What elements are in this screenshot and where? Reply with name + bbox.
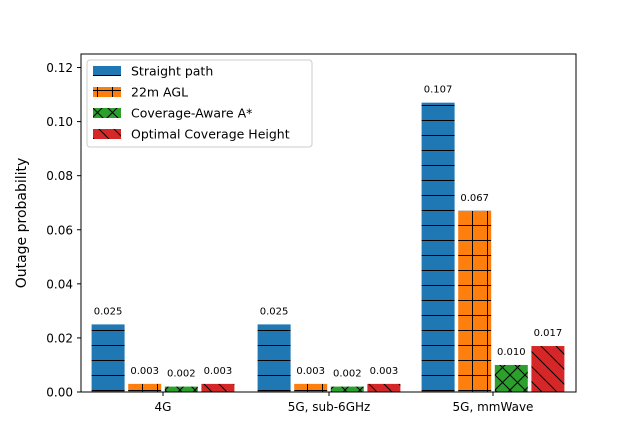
bar-optimal-coverage-height-5g-sub-6ghz: [367, 383, 401, 392]
bar-straight-path-4g: [91, 324, 125, 392]
data-label: 0.003: [296, 366, 325, 377]
legend-label: Straight path: [131, 64, 213, 79]
legend-box: [86, 59, 313, 148]
data-label: 0.002: [167, 369, 196, 380]
data-label: 0.025: [94, 306, 123, 317]
legend-swatch: [93, 129, 121, 139]
legend-label: Optimal Coverage Height: [131, 127, 290, 142]
legend-swatch: [93, 87, 121, 97]
legend-label: 22m AGL: [131, 85, 188, 100]
data-label: 0.010: [497, 347, 526, 358]
data-label: 0.025: [260, 306, 289, 317]
bar-22m-agl-5g-mmwave: [458, 210, 492, 392]
y-tick-label: 0.12: [46, 61, 73, 75]
x-tick-label: 5G, mmWave: [453, 400, 534, 414]
data-labels-layer: 0.025 0.003 0.002 0.003 0.025 0.003 0.002 0.003…: [94, 85, 562, 380]
data-label: 0.002: [333, 369, 362, 380]
y-tick-label: 0.02: [46, 331, 73, 345]
bar-coverage-aware-a--4g: [164, 386, 198, 392]
y-tick-label: 0.04: [46, 277, 73, 291]
y-tick-label: 0.06: [46, 223, 73, 237]
data-label: 0.003: [130, 366, 159, 377]
bars-layer: [91, 102, 565, 392]
bar-straight-path-5g-sub-6ghz: [257, 324, 291, 392]
legend-swatch: [93, 66, 121, 76]
y-axis-title: Outage probability: [14, 158, 30, 289]
bar-22m-agl-5g-sub-6ghz: [294, 383, 328, 392]
x-axis: 4G 5G, sub-6GHz 5G, mmWave: [155, 392, 534, 414]
data-label: 0.003: [370, 366, 399, 377]
x-tick-label: 4G: [155, 400, 172, 414]
bar-optimal-coverage-height-4g: [201, 383, 235, 392]
data-label: 0.003: [204, 366, 233, 377]
bar-optimal-coverage-height-5g-mmwave: [531, 346, 565, 392]
y-tick-label: 0.08: [46, 169, 73, 183]
legend-swatch: [93, 108, 121, 118]
bar-coverage-aware-a--5g-mmwave: [494, 364, 528, 392]
y-axis: 0.00 0.02 0.04 0.06 0.08 0.10 0.12: [46, 61, 81, 400]
x-tick-label: 5G, sub-6GHz: [288, 400, 371, 414]
data-label: 0.017: [534, 328, 563, 339]
y-tick-label: 0.00: [46, 386, 73, 400]
y-tick-label: 0.10: [46, 115, 73, 129]
legend-label: Coverage-Aware A*: [131, 106, 252, 121]
data-label: 0.107: [424, 85, 453, 96]
bar-coverage-aware-a--5g-sub-6ghz: [330, 386, 364, 392]
data-label: 0.067: [460, 193, 489, 204]
bar-straight-path-5g-mmwave: [421, 102, 455, 392]
legend: Straight path 22m AGL Coverage-Aware A* Opt…: [86, 59, 313, 148]
bar-22m-agl-4g: [128, 383, 162, 392]
